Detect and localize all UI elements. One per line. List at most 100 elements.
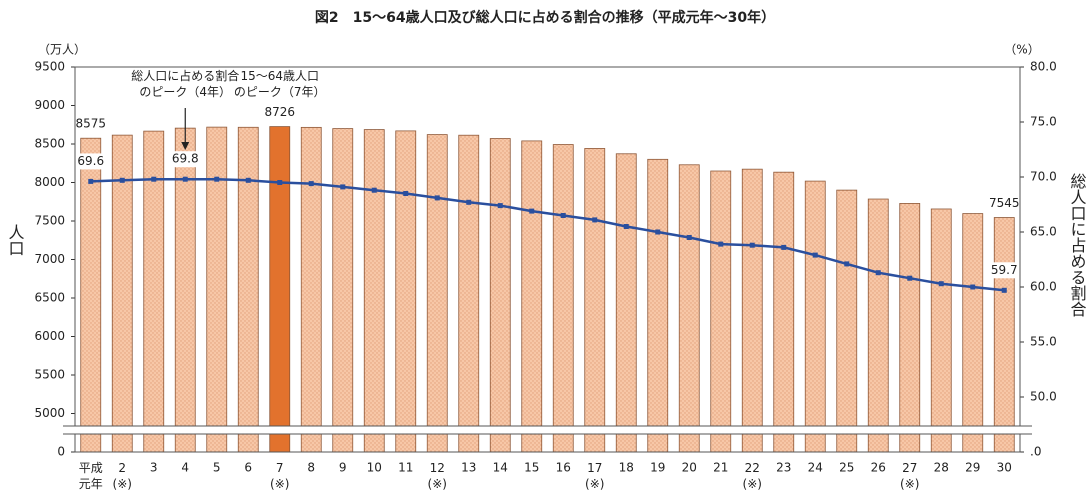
- line-marker: [529, 208, 535, 214]
- x-tick-label: 28: [934, 461, 949, 475]
- x-tick-label: 25: [839, 461, 854, 475]
- annotation-arrowhead: [181, 142, 190, 150]
- x-tick-label: 19: [650, 461, 665, 475]
- bar-texture: [458, 135, 479, 453]
- line-marker: [308, 181, 314, 187]
- bar-texture: [238, 127, 259, 452]
- line-marker: [875, 270, 881, 276]
- line-marker: [655, 229, 661, 235]
- x-tick-label: 10: [367, 461, 382, 475]
- bar-texture: [112, 135, 133, 452]
- y-tick-label: 7000: [34, 252, 65, 266]
- bar-texture: [80, 138, 101, 452]
- y2-tick-label: 75.0: [1030, 115, 1057, 129]
- bar-texture: [836, 190, 857, 453]
- x-tick-label: 22 (※): [743, 461, 762, 491]
- bar-texture: [553, 144, 574, 452]
- x-tick-label: 17 (※): [585, 461, 604, 491]
- x-tick-label: 3: [150, 461, 158, 475]
- y-tick-label: 0: [57, 445, 65, 459]
- x-tick-label: 13: [461, 461, 476, 475]
- bar-texture: [175, 128, 196, 452]
- x-tick-label: 11: [398, 461, 413, 475]
- y2-tick-label: 65.0: [1030, 225, 1057, 239]
- line-marker: [970, 284, 976, 290]
- bar-texture: [301, 127, 322, 453]
- bar-texture: [616, 153, 637, 453]
- axis-break: [63, 426, 1032, 434]
- x-tick-label: 20: [682, 461, 697, 475]
- bar-texture: [143, 131, 164, 453]
- label-bg: [990, 262, 1019, 279]
- x-tick-label: 14: [493, 461, 508, 475]
- chart-title: 図2 15～64歳人口及び総人口に占める割合の推移（平成元年～30年）: [315, 9, 775, 26]
- line-value-label: 69.8: [172, 152, 199, 166]
- line-marker: [812, 252, 818, 258]
- line-marker: [623, 224, 629, 229]
- y2-tick-label: 60.0: [1030, 280, 1057, 294]
- bar-texture: [962, 213, 983, 452]
- line-marker: [371, 187, 377, 193]
- line-marker: [245, 177, 251, 183]
- bar-texture: [899, 203, 920, 452]
- bar: [269, 126, 291, 453]
- label-bg: [171, 151, 200, 168]
- x-tick-label: 7 (※): [270, 461, 289, 491]
- plot-frame: [74, 66, 1021, 453]
- bar-texture: [490, 138, 511, 452]
- bar-texture: [427, 134, 448, 452]
- y2-axis-label: 総人口に占める割合: [1068, 173, 1087, 317]
- line-marker: [718, 241, 724, 247]
- line-marker: [119, 177, 125, 183]
- bar-texture: [395, 130, 416, 452]
- y2-tick-label: .0: [1030, 445, 1041, 459]
- line: [90, 177, 1005, 292]
- annotation: 15～64歳人口のピーク（7年）: [234, 69, 326, 99]
- bar-texture: [521, 140, 542, 453]
- bar-texture: [679, 164, 700, 453]
- bar-texture: [805, 181, 826, 452]
- x-tick-label: 26: [871, 461, 886, 475]
- line-marker: [403, 191, 409, 196]
- x-tick-label: 平成元年: [79, 461, 103, 491]
- line-marker: [88, 178, 94, 184]
- x-tick-label: 4: [181, 461, 189, 475]
- x-tick-label: 8: [307, 461, 315, 475]
- annotation: 総人口に占める割合のピーク（4年）: [131, 68, 239, 99]
- bar-value-label: 8575: [75, 117, 106, 131]
- bar-texture: [773, 172, 794, 452]
- x-tick-label: 5: [213, 461, 221, 475]
- line-marker: [560, 213, 566, 218]
- x-tick-label: 23: [776, 461, 791, 475]
- y2-tick-label: 80.0: [1030, 60, 1057, 74]
- x-tick-label: 15: [524, 461, 539, 475]
- y-tick-label: 9500: [34, 60, 65, 74]
- x-tick-label: 29: [965, 461, 980, 475]
- x-tick-label: 24: [808, 461, 823, 475]
- y2-axis-unit: （%）: [1004, 43, 1039, 57]
- x-tick-label: 16: [556, 461, 571, 475]
- x-tick-label: 18: [619, 461, 634, 475]
- line-value-label: 59.7: [991, 263, 1018, 277]
- line-marker: [214, 176, 220, 182]
- bar-texture: [206, 127, 227, 453]
- line-marker: [340, 184, 346, 190]
- bar-texture: [994, 217, 1015, 452]
- bar-value-label: 8726: [264, 105, 295, 119]
- y-tick-label: 6000: [34, 329, 65, 343]
- line-marker: [182, 176, 188, 182]
- x-tick-label: 30: [997, 461, 1012, 475]
- line-marker: [592, 217, 598, 223]
- line-marker: [749, 242, 755, 248]
- bar-texture: [742, 169, 763, 452]
- line-marker: [844, 261, 850, 267]
- x-tick-label: 9: [339, 461, 347, 475]
- line-marker: [907, 275, 913, 281]
- label-bg: [76, 153, 105, 170]
- y-tick-label: 8000: [34, 175, 65, 189]
- x-tick-label: 2 (※): [113, 461, 132, 491]
- y-tick-label: 5500: [34, 368, 65, 382]
- bar-texture: [332, 128, 353, 452]
- y-tick-label: 5000: [34, 406, 65, 420]
